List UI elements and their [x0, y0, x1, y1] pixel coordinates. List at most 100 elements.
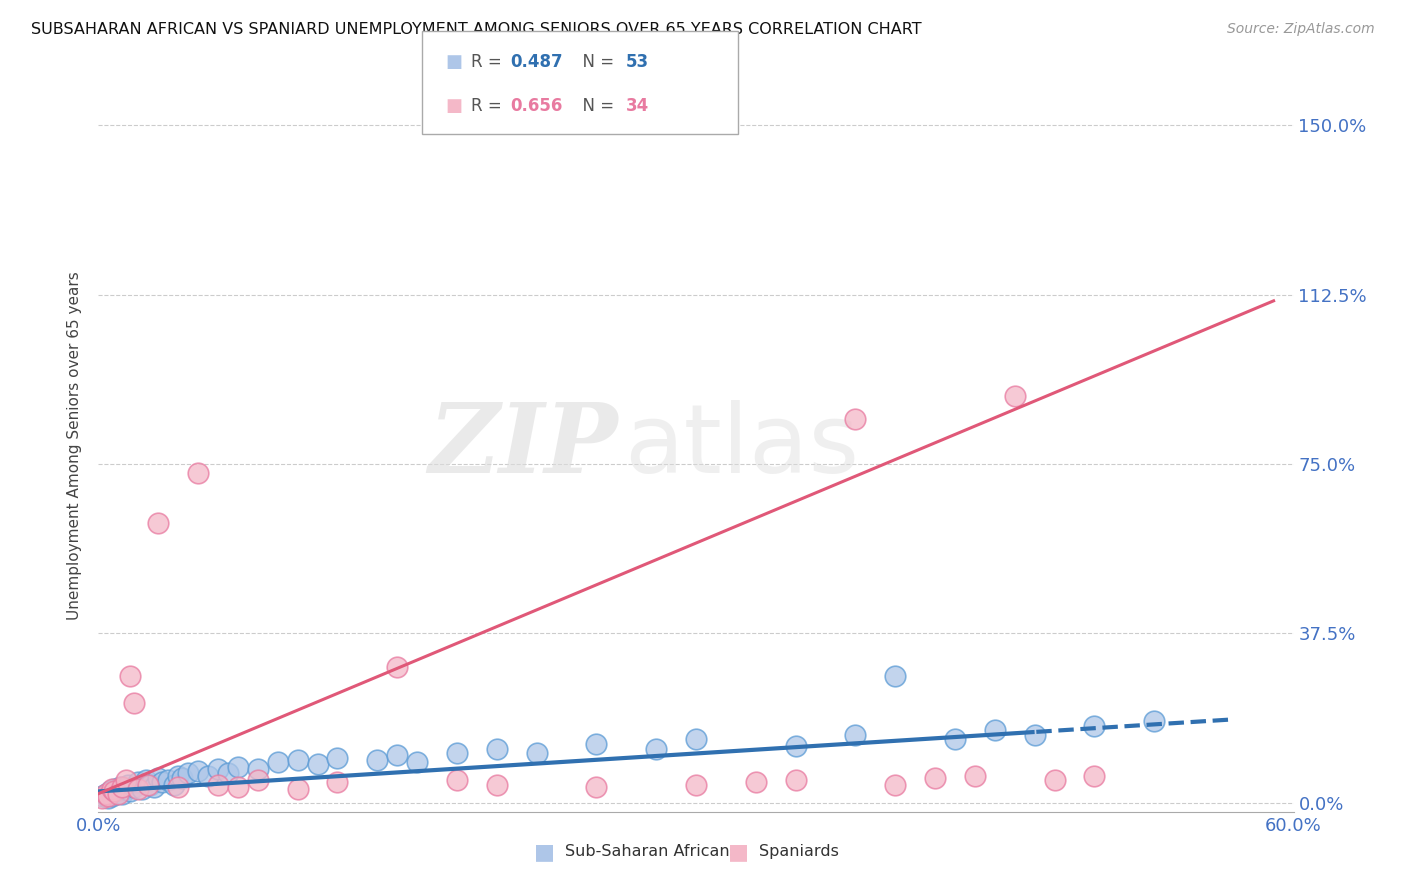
Text: SUBSAHARAN AFRICAN VS SPANIARD UNEMPLOYMENT AMONG SENIORS OVER 65 YEARS CORRELAT: SUBSAHARAN AFRICAN VS SPANIARD UNEMPLOYM… [31, 22, 921, 37]
Point [1083, 769, 1105, 783]
Point [167, 769, 190, 783]
Point [177, 766, 200, 780]
Text: ■: ■ [446, 97, 463, 115]
Point [287, 782, 309, 797]
Point [685, 778, 707, 792]
Point [172, 771, 194, 785]
Point [745, 775, 768, 789]
Point [157, 773, 180, 788]
Point [246, 762, 269, 776]
Point [135, 773, 157, 788]
Point [139, 778, 162, 792]
Point [785, 773, 807, 788]
Point [127, 775, 149, 789]
Point [91, 791, 114, 805]
Point [101, 782, 124, 797]
Point [645, 741, 668, 756]
Point [143, 780, 166, 794]
Point [385, 748, 409, 763]
Point [406, 755, 429, 769]
Point [115, 773, 138, 788]
Point [526, 746, 548, 760]
Point [148, 516, 170, 530]
Point [685, 732, 707, 747]
Point [103, 782, 125, 797]
Point [884, 669, 907, 683]
Text: N =: N = [572, 97, 620, 115]
Text: 0.656: 0.656 [510, 97, 562, 115]
Text: R =: R = [471, 97, 508, 115]
Point [127, 782, 149, 797]
Text: ■: ■ [534, 842, 555, 862]
Text: ZIP: ZIP [429, 399, 619, 493]
Point [844, 728, 866, 742]
Point [366, 753, 388, 767]
Point [163, 778, 186, 792]
Point [136, 778, 159, 792]
Point [485, 778, 508, 792]
Point [120, 669, 142, 683]
Point [105, 787, 128, 801]
Point [117, 778, 139, 792]
Point [110, 780, 132, 794]
Text: 0.487: 0.487 [510, 53, 562, 70]
Point [785, 739, 807, 754]
Point [307, 757, 329, 772]
Text: 53: 53 [626, 53, 648, 70]
Point [287, 753, 309, 767]
Point [207, 778, 229, 792]
Text: N =: N = [572, 53, 620, 70]
Point [91, 789, 114, 803]
Point [96, 787, 118, 801]
Point [1024, 728, 1046, 742]
Point [131, 782, 153, 797]
Text: atlas: atlas [624, 400, 859, 492]
Text: ■: ■ [446, 53, 463, 70]
Point [96, 787, 118, 801]
Text: Source: ZipAtlas.com: Source: ZipAtlas.com [1227, 22, 1375, 37]
Text: 34: 34 [626, 97, 650, 115]
Point [963, 769, 986, 783]
Point [124, 697, 146, 711]
Point [103, 784, 125, 798]
Point [226, 759, 249, 773]
Point [446, 746, 468, 760]
Point [585, 737, 607, 751]
Point [844, 412, 866, 426]
Point [187, 764, 209, 778]
Point [446, 773, 468, 788]
Text: Spaniards: Spaniards [759, 845, 839, 859]
Point [101, 789, 124, 803]
Point [217, 766, 239, 780]
Point [124, 780, 146, 794]
Text: ■: ■ [728, 842, 749, 862]
Point [267, 755, 290, 769]
Point [585, 780, 607, 794]
Point [150, 775, 173, 789]
Point [326, 750, 349, 764]
Point [984, 723, 1007, 738]
Point [167, 780, 190, 794]
Point [226, 780, 249, 794]
Point [97, 791, 120, 805]
Point [1004, 389, 1026, 403]
Point [197, 769, 219, 783]
Y-axis label: Unemployment Among Seniors over 65 years: Unemployment Among Seniors over 65 years [67, 272, 83, 620]
Text: Sub-Saharan Africans: Sub-Saharan Africans [565, 845, 738, 859]
Point [97, 789, 120, 803]
Point [207, 762, 229, 776]
Point [148, 771, 170, 785]
Point [943, 732, 966, 747]
Point [111, 780, 134, 794]
Point [187, 466, 209, 480]
Point [884, 778, 907, 792]
Point [1143, 714, 1166, 729]
Point [112, 782, 135, 797]
Point [107, 787, 129, 801]
Point [107, 784, 129, 798]
Point [98, 784, 122, 798]
Point [120, 784, 142, 798]
Point [1043, 773, 1066, 788]
Point [111, 787, 134, 801]
Point [326, 775, 349, 789]
